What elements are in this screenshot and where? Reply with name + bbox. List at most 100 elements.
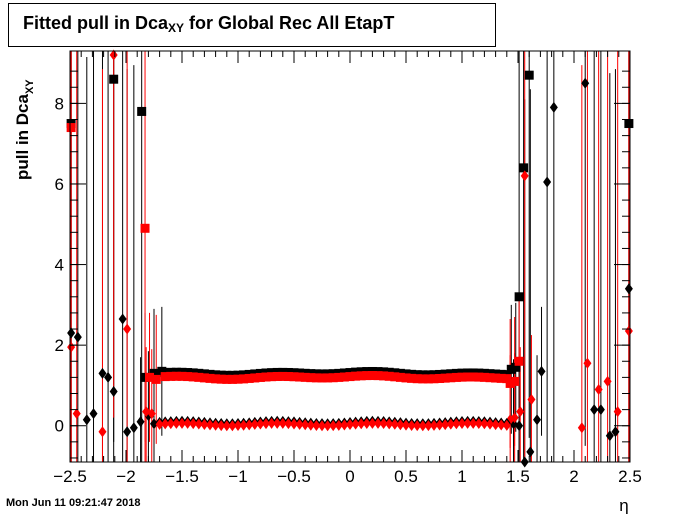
band-square-marker bbox=[367, 371, 377, 381]
x-tick-label: 1 bbox=[457, 467, 466, 486]
x-tick-label: 2.5 bbox=[618, 467, 642, 486]
band-diamond-marker bbox=[351, 418, 360, 430]
band-square-marker bbox=[429, 374, 439, 384]
band-square-marker bbox=[440, 373, 450, 383]
band-diamond-marker bbox=[469, 417, 478, 429]
band-square-marker bbox=[451, 372, 461, 382]
diamond-marker bbox=[583, 357, 592, 369]
band-diamond-marker bbox=[178, 417, 186, 429]
band-square-marker bbox=[317, 373, 327, 383]
band-square-marker bbox=[227, 374, 237, 384]
square-marker bbox=[519, 163, 529, 173]
diamond-marker bbox=[150, 418, 158, 430]
band-square-marker bbox=[160, 372, 170, 382]
band-diamond-marker bbox=[329, 420, 338, 432]
band-diamond-marker bbox=[301, 419, 310, 431]
band-diamond-marker bbox=[194, 418, 203, 430]
diamond-marker bbox=[605, 430, 614, 442]
band-diamond-marker bbox=[486, 418, 494, 430]
diamond-marker bbox=[104, 371, 113, 383]
band-diamond-marker bbox=[273, 417, 282, 429]
band-square-marker bbox=[407, 373, 417, 383]
band-diamond-marker bbox=[430, 419, 438, 431]
band-square-marker bbox=[255, 372, 265, 382]
band-square-marker bbox=[373, 371, 383, 381]
band-square-marker bbox=[194, 372, 204, 382]
band-diamond-marker bbox=[374, 417, 382, 429]
band-diamond-marker bbox=[379, 418, 388, 430]
band-square-marker bbox=[171, 371, 181, 381]
band-square-marker bbox=[244, 373, 254, 383]
band-diamond-marker bbox=[222, 420, 231, 432]
band-square-marker bbox=[177, 371, 187, 381]
band-diamond-marker bbox=[161, 418, 170, 430]
band-square-marker bbox=[289, 372, 299, 382]
square-marker bbox=[140, 223, 150, 233]
error-bars bbox=[70, 51, 630, 462]
band-square-marker bbox=[496, 373, 506, 383]
band-diamond-marker bbox=[228, 420, 237, 432]
square-marker bbox=[145, 372, 155, 382]
diamond-marker bbox=[515, 420, 524, 432]
y-axis-label: pull in DcaXY bbox=[13, 79, 36, 180]
band-diamond-marker bbox=[234, 420, 242, 432]
y-tick-label: 6 bbox=[55, 175, 64, 194]
x-tick-label: −1 bbox=[228, 467, 247, 486]
band-square-marker bbox=[272, 371, 282, 381]
band-square-marker bbox=[345, 372, 355, 382]
band-diamond-marker bbox=[267, 417, 276, 429]
band-square-marker bbox=[233, 374, 243, 384]
y-tick-label: 2 bbox=[55, 336, 64, 355]
square-marker bbox=[506, 364, 516, 374]
diamond-marker bbox=[67, 341, 76, 353]
band-square-marker bbox=[295, 372, 305, 382]
square-marker bbox=[109, 74, 119, 84]
band-diamond-marker bbox=[312, 420, 321, 432]
chart-title: Fitted pull in DcaXY for Global Rec All … bbox=[23, 13, 394, 35]
band-square-marker bbox=[323, 373, 333, 383]
diamond-marker bbox=[603, 375, 612, 387]
band-diamond-marker bbox=[323, 420, 332, 432]
diamond-marker bbox=[98, 367, 107, 379]
band-diamond-marker bbox=[284, 418, 293, 430]
band-diamond-marker bbox=[306, 419, 315, 431]
band-diamond-marker bbox=[418, 420, 427, 432]
band-diamond-marker bbox=[245, 419, 254, 431]
band-square-marker bbox=[390, 372, 400, 382]
band-diamond-marker bbox=[407, 419, 416, 431]
diamond-marker bbox=[136, 416, 145, 428]
band-square-marker bbox=[222, 374, 232, 384]
square-marker bbox=[624, 119, 634, 129]
band-square-marker bbox=[362, 371, 372, 381]
band-diamond-marker bbox=[502, 419, 511, 431]
x-tick-label: 0.5 bbox=[394, 467, 418, 486]
band-diamond-marker bbox=[172, 417, 181, 429]
band-square-marker bbox=[468, 372, 478, 382]
x-tick-label: −1.5 bbox=[165, 467, 199, 486]
diamond-marker bbox=[537, 365, 546, 377]
band-square-marker bbox=[384, 371, 394, 381]
band-square-marker bbox=[267, 372, 277, 382]
band-square-marker bbox=[446, 373, 456, 383]
diamond-marker bbox=[98, 426, 107, 438]
band-square-marker bbox=[278, 371, 288, 381]
band-diamond-marker bbox=[318, 420, 326, 432]
band-diamond-marker bbox=[368, 417, 377, 429]
band-square-marker bbox=[334, 372, 344, 382]
diamond-marker bbox=[624, 283, 633, 295]
band-diamond-marker bbox=[396, 419, 405, 431]
diamond-marker bbox=[590, 404, 599, 416]
band-square-marker bbox=[457, 372, 467, 382]
band-diamond-marker bbox=[189, 418, 198, 430]
band-diamond-marker bbox=[239, 419, 248, 431]
band-diamond-marker bbox=[346, 419, 354, 431]
data-markers bbox=[66, 49, 634, 468]
band-square-marker bbox=[205, 373, 215, 383]
diamond-marker bbox=[611, 426, 620, 438]
band-square-marker bbox=[423, 374, 433, 384]
band-square-marker bbox=[216, 374, 226, 384]
y-tick-label: 4 bbox=[55, 256, 64, 275]
band-square-marker bbox=[418, 374, 428, 384]
band-square-marker bbox=[328, 373, 338, 383]
band-diamond-marker bbox=[250, 418, 259, 430]
